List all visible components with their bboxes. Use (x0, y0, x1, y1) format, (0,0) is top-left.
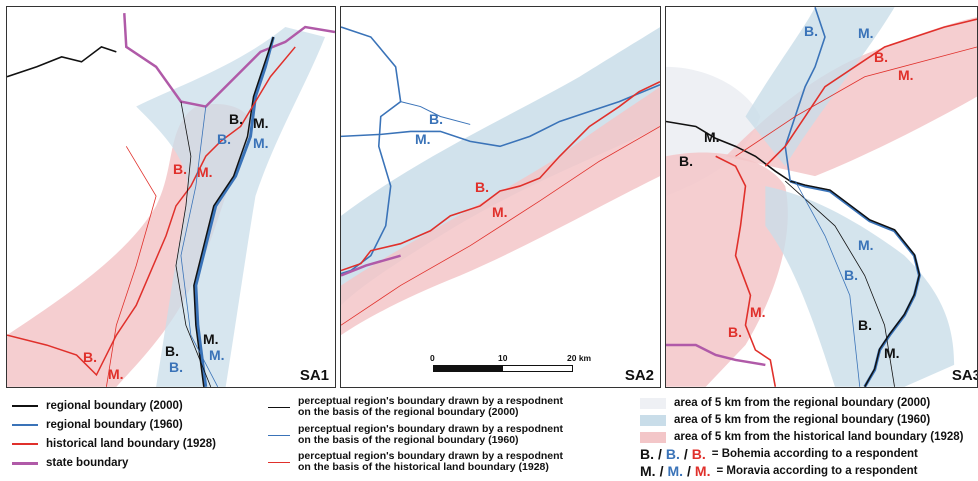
map-label-moravia: M. (197, 164, 213, 180)
legend-bohemia-black: B. (640, 446, 654, 462)
legend-line-swatch (268, 461, 290, 463)
map-label-bohemia: B. (844, 267, 858, 283)
legend-item-state: state boundary (12, 457, 128, 469)
map-label-moravia: M. (415, 131, 431, 147)
map-label-moravia: M. (750, 304, 766, 320)
legend-label: perceptual region's boundary drawn by a … (298, 395, 564, 407)
legend-item-area-1960: area of 5 km from the regional boundary … (640, 414, 930, 426)
map-label-bohemia: B. (83, 349, 97, 365)
legend-label: perceptual region's boundary drawn by a … (298, 423, 564, 435)
legend-moravia-black: M. (640, 463, 656, 479)
map-label-bohemia: B. (874, 49, 888, 65)
map-sa2-graphic (341, 26, 660, 336)
legend-item-area-1928: area of 5 km from the historical land bo… (640, 431, 964, 443)
map-label-bohemia: B. (804, 23, 818, 39)
legend-label: regional boundary (2000) (46, 400, 183, 412)
map-label-moravia: M. (858, 237, 874, 253)
panel-label-sa1: SA1 (299, 367, 329, 384)
scale-tick-0: 0 (430, 353, 435, 363)
legend-bohemia-red: B. (691, 446, 706, 462)
legend-label: area of 5 km from the historical land bo… (674, 431, 964, 443)
legend-separator: / (687, 463, 691, 479)
legend-line-swatch (12, 461, 38, 465)
legend-item-historical-1928: historical land boundary (1928) (12, 438, 216, 450)
legend-label: regional boundary (1960) (46, 419, 183, 431)
map-panel-sa1: B. M. B. M. B. M. M. B. M. B. B. M. SA1 (6, 6, 336, 388)
legend-area-swatch (640, 414, 666, 426)
panel-label-sa3: SA3 (951, 367, 977, 384)
map-label-moravia: M. (858, 25, 874, 41)
map-label-bohemia: B. (728, 324, 742, 340)
scale-tick-20: 20 km (567, 353, 592, 363)
legend-line-swatch (12, 424, 38, 426)
map-label-bohemia: B. (217, 131, 231, 147)
map-label-bohemia: B. (169, 359, 183, 375)
legend-label: state boundary (46, 457, 129, 469)
legend-item-perceptual-1928: perceptual region's boundary drawn by a … (268, 451, 563, 473)
legend-item-regional-2000: regional boundary (2000) (12, 400, 183, 412)
legend-separator: / (658, 446, 662, 462)
legend-moravia-red: M. (694, 463, 711, 479)
map-label-bohemia: B. (429, 111, 443, 127)
map-panel-sa2: B. M. B. M. 0 10 20 km SA2 (340, 6, 661, 388)
legend-item-perceptual-1960: perceptual region's boundary drawn by a … (268, 424, 563, 446)
map-label-moravia: M. (704, 129, 720, 145)
legend-line-swatch (12, 405, 38, 407)
legend-label: on the basis of the regional boundary (2… (298, 406, 519, 418)
legend-moravia-blue: M. (667, 463, 684, 479)
legend-label: on the basis of the historical land boun… (298, 461, 549, 473)
legend-item-bohemia: B. / B. / B. = Bohemia according to a re… (640, 446, 918, 462)
legend-item-area-2000: area of 5 km from the regional boundary … (640, 397, 930, 409)
legend-item-perceptual-2000: perceptual region's boundary drawn by a … (268, 396, 563, 418)
legend-separator: / (683, 446, 688, 462)
map-label-bohemia: B. (229, 111, 243, 127)
map-label-bohemia: B. (858, 317, 872, 333)
legend-label: on the basis of the regional boundary (1… (298, 434, 519, 446)
map-label-moravia: M. (203, 331, 219, 347)
map-label-bohemia: B. (173, 161, 187, 177)
map-label-moravia: M. (884, 345, 900, 361)
map-label-bohemia: B. (165, 343, 179, 359)
legend-label: historical land boundary (1928) (46, 438, 216, 450)
map-label-moravia: M. (492, 204, 508, 220)
map-sa1-graphic (7, 13, 335, 387)
legend-line-swatch (268, 406, 290, 408)
legend-label: = Bohemia according to a respondent (711, 448, 918, 460)
legend-label: area of 5 km from the regional boundary … (674, 414, 931, 426)
map-label-moravia: M. (253, 135, 269, 151)
map-label-moravia: M. (209, 347, 225, 363)
map-label-bohemia: B. (475, 179, 489, 195)
scale-tick-10: 10 (498, 353, 508, 363)
legend-label: area of 5 km from the regional boundary … (674, 397, 931, 409)
legend-bohemia-blue: B. (665, 446, 680, 462)
map-label-moravia: M. (108, 366, 124, 382)
legend-separator: / (659, 463, 664, 479)
map-label-moravia: M. (253, 115, 269, 131)
legend-line-swatch (12, 443, 38, 445)
map-label-bohemia: B. (679, 153, 693, 169)
legend-item-regional-1960: regional boundary (1960) (12, 419, 183, 431)
panel-label-sa2: SA2 (624, 367, 654, 384)
legend-label: = Moravia according to a respondent (716, 465, 918, 477)
map-label-moravia: M. (898, 67, 914, 83)
map-sa3-graphic (666, 7, 977, 387)
map-panel-sa3: M. B. B. M. B. M. M. B. M. B. B. M. SA3 (665, 6, 978, 388)
scale-bar (433, 365, 573, 372)
legend-label: perceptual region's boundary drawn by a … (298, 450, 564, 462)
legend-area-swatch (640, 431, 666, 443)
legend-area-swatch (640, 397, 666, 409)
legend-line-swatch (268, 434, 290, 436)
legend-item-moravia: M. / M. / M. = Moravia according to a re… (640, 463, 917, 479)
